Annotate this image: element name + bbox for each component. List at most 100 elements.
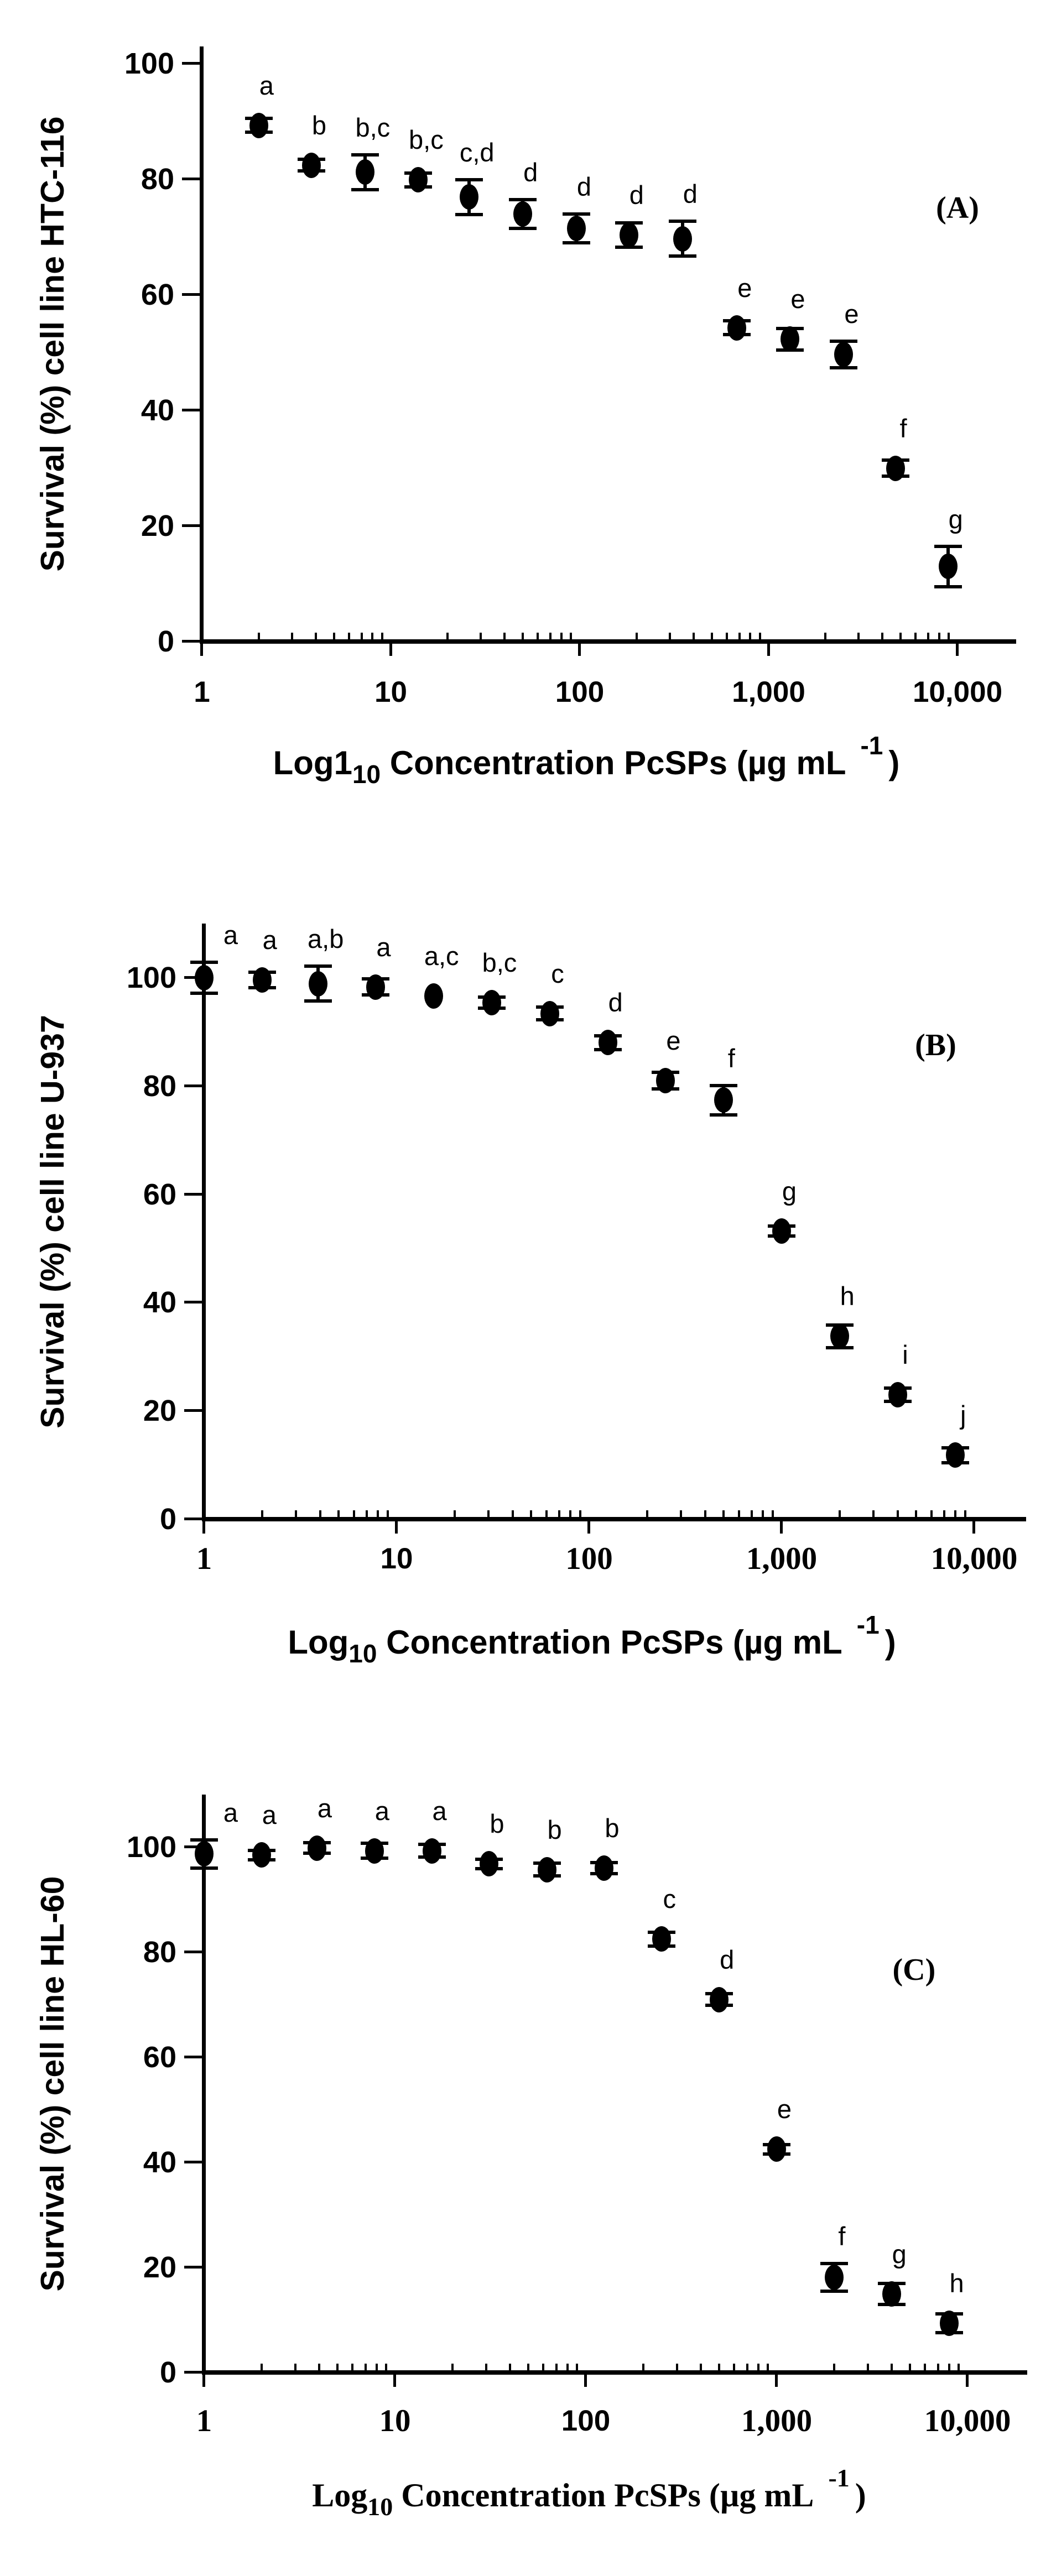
x-axis-minor-tick (569, 1510, 572, 1517)
significance-label: b,c (355, 113, 391, 143)
data-point (673, 226, 692, 252)
significance-label: a (317, 1793, 332, 1823)
significance-label: e (737, 273, 752, 303)
x-axis-minor-tick (948, 2364, 950, 2370)
error-bar-cap-bottom (455, 212, 483, 216)
y-axis-tick-label: 80 (143, 1069, 176, 1103)
x-axis-tick-label: 100 (561, 2405, 611, 2437)
x-axis-minor-tick (762, 1510, 764, 1517)
x-axis-minor-tick (635, 633, 638, 639)
data-point (652, 1926, 672, 1952)
significance-label: d (608, 988, 623, 1018)
error-bar-cap-bottom (351, 187, 379, 191)
x-axis-tick (200, 644, 203, 656)
x-axis-minor-tick (537, 633, 539, 639)
x-axis-minor-tick (555, 2364, 558, 2370)
x-axis-minor-tick (896, 1510, 899, 1517)
x-axis-minor-tick (366, 1510, 368, 1517)
error-bar-cap-bottom (934, 585, 962, 588)
y-axis-tick (184, 1951, 203, 1953)
data-point (513, 201, 533, 227)
significance-label: b (605, 1813, 620, 1843)
error-bar-cap-bottom (710, 1113, 738, 1117)
x-axis-tick (393, 2375, 396, 2387)
significance-label: a,c (424, 941, 459, 971)
error-bar-cap-top (820, 2262, 848, 2266)
x-axis-tick (584, 2375, 587, 2387)
x-axis-tick (956, 644, 959, 656)
x-axis-tick (395, 1521, 398, 1534)
y-axis-tick (182, 62, 201, 65)
x-axis-title-b-prefix: Log (288, 1624, 349, 1661)
x-axis-minor-tick (332, 633, 335, 639)
x-axis-minor-tick (872, 1510, 875, 1517)
y-axis-tick-label: 80 (143, 1936, 176, 1969)
x-axis-minor-tick (675, 2364, 678, 2370)
error-bar-cap-bottom (304, 999, 332, 1003)
y-axis-tick-label: 20 (143, 2251, 176, 2284)
data-point (537, 1857, 556, 1883)
significance-label: b (311, 110, 327, 140)
x-axis-minor-tick (558, 1510, 561, 1517)
significance-label: e (844, 299, 859, 328)
x-axis-tick-label: 1 (196, 1541, 212, 1576)
x-axis-title-b-superscript: -1 (856, 1610, 880, 1639)
y-axis-tick (182, 524, 201, 527)
significance-label: a (432, 1796, 447, 1826)
x-axis-minor-tick (718, 2364, 721, 2370)
significance-label: g (892, 2239, 907, 2269)
y-axis-tick-label: 60 (143, 2041, 176, 2074)
data-point (767, 2136, 786, 2162)
x-axis-tick-label: 10 (374, 676, 407, 708)
y-axis-tick (182, 293, 201, 296)
significance-label: a (262, 1800, 277, 1830)
significance-label: h (840, 1281, 855, 1311)
x-axis-minor-tick (642, 2364, 644, 2370)
data-point (882, 2281, 901, 2307)
x-axis-minor-tick (930, 1510, 933, 1517)
error-bar-cap-bottom (190, 992, 218, 995)
error-bar-cap-bottom (509, 226, 537, 230)
data-point (365, 1838, 384, 1864)
y-axis-tick (184, 1301, 203, 1304)
data-point (249, 112, 268, 138)
significance-label: g (948, 504, 963, 534)
x-axis-minor-tick (749, 633, 752, 639)
x-axis-minor-tick (733, 2364, 736, 2370)
error-bar-cap-top (830, 339, 858, 343)
x-axis-tick (202, 2375, 205, 2387)
significance-label: h (949, 2268, 964, 2298)
x-axis-minor-tick (542, 2364, 545, 2370)
significance-label: b,c (409, 125, 444, 155)
x-axis-minor-tick (927, 633, 930, 639)
x-axis-minor-tick (487, 1510, 490, 1517)
significance-label: f (899, 413, 907, 443)
significance-label: c,d (459, 138, 495, 168)
data-point (422, 1838, 441, 1864)
x-axis-tick-label: 1,000 (741, 2403, 813, 2438)
y-axis-tick (184, 1192, 203, 1196)
data-point (946, 1442, 965, 1468)
significance-label: c (551, 958, 564, 988)
x-axis-minor-tick (508, 2364, 511, 2370)
x-axis-title-c-prefix: Log (312, 2477, 368, 2514)
x-axis-minor-tick (260, 2364, 263, 2370)
significance-label: g (782, 1176, 797, 1206)
significance-label: j (960, 1400, 966, 1430)
x-axis-minor-tick (545, 1510, 548, 1517)
y-axis-tick-label: 40 (143, 1286, 176, 1320)
error-bar-cap-top (710, 1083, 738, 1087)
y-axis-tick (184, 2266, 203, 2269)
x-axis-title-b-mid: Concentration PcSPs (µg mL (377, 1624, 842, 1661)
x-axis-minor-tick (938, 633, 940, 639)
x-axis-tick-label: 1,000 (746, 1541, 818, 1576)
data-point (252, 967, 272, 993)
x-axis-title-a-mid: Concentration PcSPs (µg mL (381, 744, 846, 781)
x-axis-minor-tick (758, 633, 761, 639)
x-axis-minor-tick (385, 2364, 388, 2370)
x-axis-tick-label: 1,000 (732, 676, 805, 708)
x-axis-minor-tick (560, 633, 563, 639)
x-axis-tick (389, 644, 392, 656)
x-axis-minor-tick (360, 633, 363, 639)
